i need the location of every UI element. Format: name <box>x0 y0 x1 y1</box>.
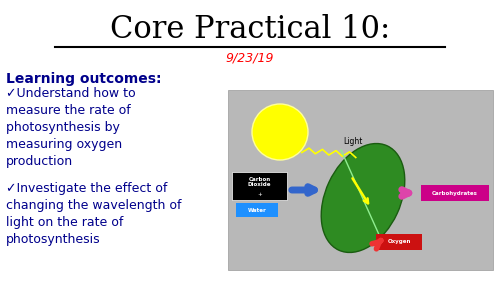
Bar <box>421 185 489 201</box>
Ellipse shape <box>321 144 405 252</box>
Text: ✓Understand how to
measure the rate of
photosynthesis by
measuring oxygen
produc: ✓Understand how to measure the rate of p… <box>6 87 136 168</box>
Bar <box>376 234 422 250</box>
Text: Light: Light <box>344 137 362 146</box>
Text: Learning outcomes:: Learning outcomes: <box>6 72 162 86</box>
Circle shape <box>252 104 308 160</box>
Text: Core Practical 10:: Core Practical 10: <box>110 15 390 46</box>
Text: Carbohydrates: Carbohydrates <box>432 191 478 196</box>
Text: ✓Investigate the effect of
changing the wavelength of
light on the rate of
photo: ✓Investigate the effect of changing the … <box>6 182 182 246</box>
Bar <box>232 172 287 200</box>
Text: Oxygen: Oxygen <box>388 239 410 244</box>
Text: Water: Water <box>248 207 266 212</box>
Bar <box>236 203 278 217</box>
Bar <box>228 90 493 270</box>
Text: +: + <box>257 191 262 196</box>
Text: Carbon
Dioxide: Carbon Dioxide <box>248 176 271 187</box>
Text: 9/23/19: 9/23/19 <box>226 51 274 65</box>
